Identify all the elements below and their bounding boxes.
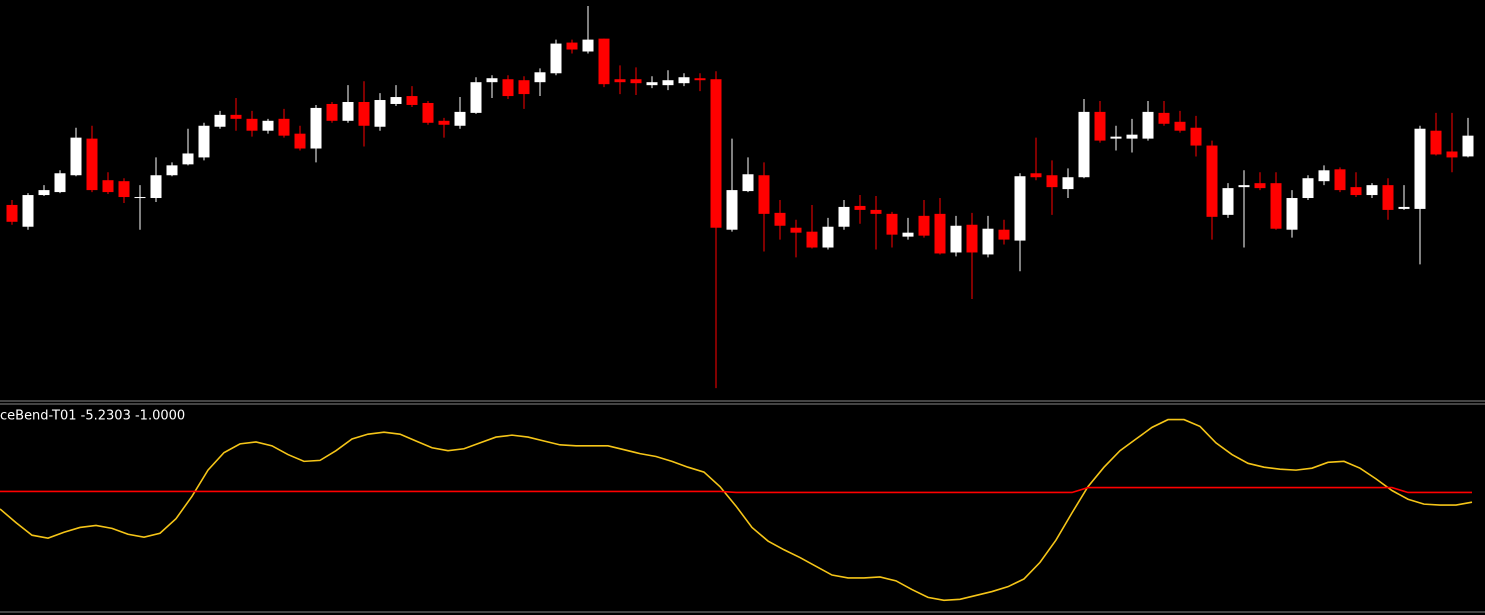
candle-body [694,78,706,81]
candle-body [1302,178,1314,199]
candle-body [358,101,370,126]
candle-body [1398,206,1410,209]
candle-body [486,78,498,83]
candle-body [566,42,578,50]
candle-body [342,101,354,121]
candle-body [22,195,34,227]
candle-body [710,79,722,228]
candle-body [166,165,178,176]
candle-body [790,227,802,233]
candle-body [54,173,66,193]
candle-body [422,102,434,123]
candle-body [918,215,930,236]
candle-body [470,82,482,113]
candle-body [1030,173,1042,178]
candle-body [1254,183,1266,189]
candle-body [982,228,994,255]
candle-body [1430,130,1442,155]
candle-body [630,79,642,84]
candle-body [534,72,546,83]
candle-body [230,114,242,119]
candle-body [838,206,850,227]
candle-body [1190,127,1202,146]
candle-body [582,39,594,52]
candle-body [1174,121,1186,131]
indicator-label: ceBend-T01 -5.2303 -1.0000 [0,409,185,424]
candle-body [1014,176,1026,241]
candle-body [614,79,626,83]
candle-body [758,175,770,214]
candle-body [278,118,290,136]
candle-body [102,180,114,193]
candle-body [1142,111,1154,139]
candle-body [870,209,882,214]
candle-body [1462,135,1474,157]
candle-body [134,197,146,199]
candle-body [854,205,866,210]
candle-body [662,80,674,86]
candle-body [1446,151,1458,158]
candle-body [726,190,738,230]
indicator-line [0,486,1472,494]
candle-body [598,38,610,85]
candle-body [150,175,162,199]
candle-body [70,137,82,176]
candle-body [294,133,306,149]
candle-body [1046,175,1058,188]
candle-body [1270,183,1282,229]
indicator-line [0,418,1473,602]
candle-body [1094,111,1106,141]
candle-body [518,80,530,95]
candle-body [1158,112,1170,124]
candle-body [214,114,226,127]
candle-body [678,77,690,84]
candle-body [550,43,562,74]
candle-body [1238,185,1250,188]
candle-body [182,153,194,165]
candle-body [502,79,514,97]
candle-body [262,120,274,131]
candle-body [438,120,450,125]
candle-body [1350,187,1362,196]
candle-body [310,107,322,149]
candle-body [390,97,402,104]
candle-body [646,82,658,86]
candle-body [998,229,1010,240]
candle-body [742,174,754,192]
candle-body [966,224,978,253]
candle-body [118,181,130,198]
candle-body [6,204,18,222]
candle-body [374,100,386,127]
candle-body [246,118,258,131]
candle-body [326,103,338,121]
candle-body [806,231,818,248]
candle-body [454,111,466,126]
candle-body [1318,170,1330,182]
candle-body [902,232,914,237]
candle-body [1110,136,1122,139]
candle-body [774,212,786,226]
candle-body [1334,169,1346,191]
candle-body [406,96,418,105]
candle-body [1206,145,1218,217]
candle-body [86,138,98,191]
candle-body [1126,134,1138,139]
candle-body [1382,185,1394,210]
candle-body [934,213,946,254]
candle-body [950,225,962,253]
candle-body [1078,111,1090,178]
candle-body [198,125,210,158]
candle-body [38,190,50,196]
candle-body [1286,198,1298,230]
candle-body [1366,185,1378,196]
candle-body [1222,188,1234,215]
candle-body [1062,177,1074,190]
candle-body [1414,128,1426,209]
candle-body [822,226,834,248]
candle-body [886,213,898,235]
